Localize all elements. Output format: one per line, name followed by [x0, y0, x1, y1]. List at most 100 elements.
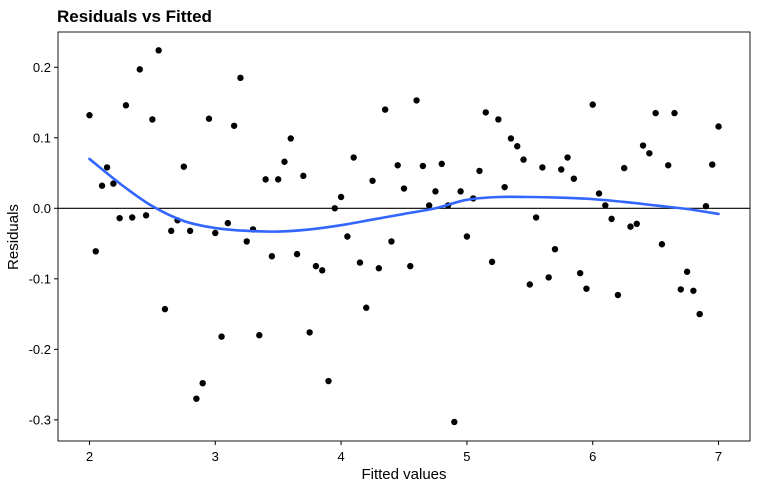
plot-area: 2 3 4 5 6 7 0.2 0.1 0.0 -0.1 -0.2 -0.3: [29, 31, 751, 464]
data-point: [419, 162, 427, 170]
x-tick-label: 2: [86, 449, 93, 464]
data-point: [350, 154, 357, 161]
data-point: [243, 238, 250, 245]
data-point: [620, 164, 628, 172]
data-point: [715, 123, 722, 130]
data-point: [690, 287, 697, 294]
x-axis-title: Fitted values: [361, 466, 446, 483]
data-point: [646, 150, 653, 157]
data-point: [212, 229, 219, 237]
data-point: [337, 193, 345, 201]
data-point: [438, 160, 445, 168]
data-point: [193, 395, 200, 402]
data-point: [319, 267, 326, 274]
data-point: [514, 143, 521, 150]
data-point: [576, 269, 584, 277]
data-point: [501, 183, 508, 191]
data-point: [381, 106, 389, 113]
y-tick-label: 0.0: [33, 201, 51, 216]
data-point: [122, 102, 130, 109]
data-point: [539, 164, 546, 171]
data-point: [702, 202, 710, 210]
data-point: [116, 214, 123, 222]
data-point: [652, 109, 659, 117]
data-point: [356, 259, 364, 266]
data-point: [369, 177, 376, 184]
data-point: [545, 274, 552, 281]
data-point: [633, 220, 640, 228]
data-point: [602, 202, 609, 209]
data-point: [570, 175, 578, 182]
data-point: [256, 332, 263, 339]
data-point: [683, 268, 691, 275]
data-point: [696, 310, 703, 318]
data-point: [306, 329, 313, 336]
data-point: [482, 109, 489, 116]
smooth-fit-line: [88, 157, 720, 233]
data-point: [658, 241, 666, 248]
data-point: [325, 377, 332, 385]
y-tick-label: -0.3: [29, 412, 51, 427]
data-point: [287, 135, 294, 142]
data-point: [312, 262, 320, 270]
data-point: [709, 161, 716, 168]
data-point: [432, 188, 439, 195]
data-point: [532, 214, 540, 221]
data-point: [677, 286, 684, 293]
data-point: [665, 162, 672, 169]
y-tick-label: -0.1: [29, 271, 51, 286]
chart-title: Residuals vs Fitted: [57, 7, 212, 26]
data-point: [375, 265, 383, 272]
data-point: [268, 253, 276, 260]
data-point: [595, 190, 603, 197]
data-point: [526, 281, 534, 288]
data-point: [583, 285, 590, 292]
x-tick-label: 7: [715, 449, 722, 464]
data-point: [281, 158, 288, 165]
data-point: [218, 333, 225, 340]
data-point: [300, 172, 307, 180]
data-point: [136, 66, 143, 73]
y-tick-label: 0.1: [33, 130, 51, 145]
y-tick-label: 0.2: [33, 60, 51, 75]
data-point: [224, 219, 232, 227]
data-point: [103, 164, 111, 171]
data-point: [507, 135, 515, 142]
x-tick-label: 5: [463, 449, 470, 464]
data-point: [262, 176, 269, 183]
data-point: [129, 214, 136, 221]
data-point: [86, 112, 93, 119]
data-point: [671, 109, 678, 117]
data-point: [564, 154, 571, 161]
data-point: [425, 202, 433, 209]
data-point: [110, 180, 117, 187]
data-point: [205, 115, 213, 122]
data-point: [331, 205, 338, 212]
data-point: [92, 248, 99, 255]
panel-border: [57, 31, 751, 442]
data-point: [142, 212, 150, 219]
data-point: [589, 101, 596, 108]
data-point: [180, 163, 188, 170]
data-point: [627, 223, 634, 230]
data-point: [388, 238, 395, 245]
data-point: [614, 291, 622, 299]
data-point: [520, 156, 527, 163]
data-point: [230, 122, 238, 129]
data-point: [413, 97, 420, 104]
y-axis-title: Residuals: [5, 204, 22, 270]
data-point: [199, 379, 206, 387]
data-point: [363, 304, 370, 311]
data-point: [293, 250, 301, 258]
data-point: [98, 182, 106, 189]
data-point: [457, 188, 464, 195]
data-point: [608, 215, 615, 223]
x-tick-label: 6: [589, 449, 596, 464]
data-point: [161, 305, 169, 313]
data-point: [463, 233, 471, 240]
data-point: [551, 245, 559, 253]
data-point: [451, 418, 458, 426]
data-point: [344, 233, 351, 240]
data-point: [186, 227, 194, 235]
